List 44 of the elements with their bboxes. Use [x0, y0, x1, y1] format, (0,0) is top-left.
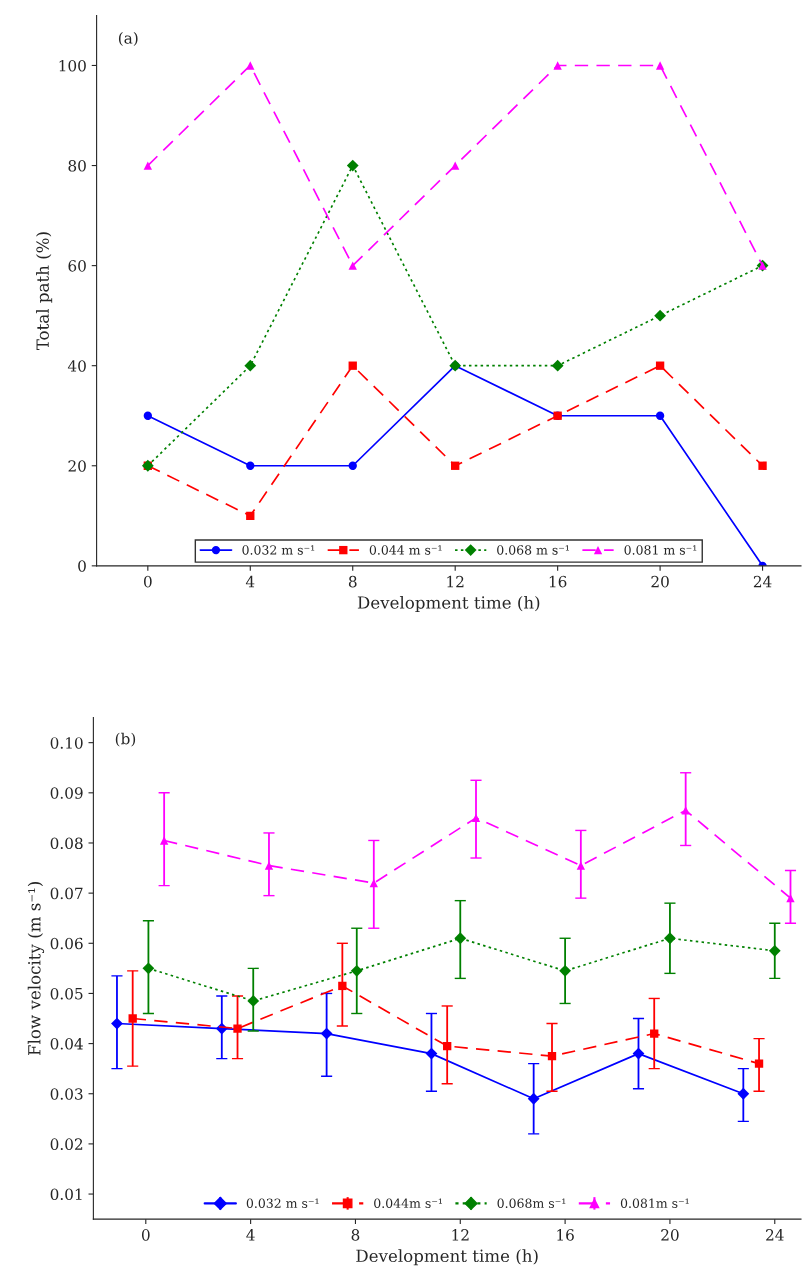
y-tick-label: 100: [59, 59, 86, 72]
x-tick-label: 16: [557, 1229, 574, 1241]
x-axis-title: Development time (h): [356, 1249, 538, 1266]
y-tick-label: 0.10: [50, 737, 83, 749]
y-tick-label: 0.07: [50, 887, 83, 900]
x-tick-label: 16: [549, 575, 567, 588]
legend-label: 0.068 m s⁻¹: [497, 545, 569, 555]
x-tick-label: 8: [351, 1229, 360, 1241]
x-tick-label: 4: [245, 575, 255, 588]
y-tick-label: 0.04: [50, 1038, 83, 1050]
legend-label: 0.044 m s⁻¹: [369, 545, 442, 555]
x-tick-label: 12: [447, 575, 464, 588]
y-tick-label: 0.09: [50, 787, 83, 799]
x-tick-label: 0: [141, 1229, 150, 1241]
y-axis-title: Total path (%): [36, 232, 53, 351]
annotation: (b): [115, 732, 136, 747]
y-tick-label: 0.01: [50, 1188, 82, 1201]
y-tick-label: 0.08: [50, 837, 83, 849]
x-tick-label: 24: [766, 1229, 784, 1241]
x-tick-label: 20: [651, 575, 669, 588]
legend-label: 0.068m s⁻¹: [497, 1198, 566, 1208]
y-tick-label: 0.03: [50, 1088, 83, 1100]
legend-label: 0.032 m s⁻¹: [246, 1198, 319, 1208]
y-tick-label: 0.02: [50, 1138, 83, 1150]
x-axis-title: Development time (h): [357, 595, 540, 613]
x-tick-label: 20: [661, 1229, 679, 1241]
x-tick-label: 12: [452, 1229, 469, 1241]
y-tick-label: 0.06: [50, 937, 83, 950]
y-tick-label: 40: [67, 360, 86, 372]
annotation: (a): [118, 31, 138, 46]
legend-label: 0.032 m s⁻¹: [242, 545, 315, 555]
x-tick-label: 4: [246, 1229, 255, 1241]
legend-label: 0.081m s⁻¹: [620, 1198, 689, 1208]
x-tick-label: 0: [143, 575, 152, 588]
x-tick-label: 8: [348, 575, 357, 588]
y-tick-label: 60: [68, 260, 86, 272]
y-tick-label: 20: [68, 460, 86, 472]
y-axis-title: Flow velocity (m s⁻¹): [27, 882, 45, 1056]
y-tick-label: 80: [68, 160, 86, 172]
y-tick-label: 0.05: [50, 987, 83, 1000]
x-tick-label: 24: [753, 575, 772, 588]
y-tick-label: 0: [78, 560, 86, 572]
legend-label: 0.081 m s⁻¹: [624, 545, 697, 555]
legend-label: 0.044m s⁻¹: [374, 1198, 442, 1208]
